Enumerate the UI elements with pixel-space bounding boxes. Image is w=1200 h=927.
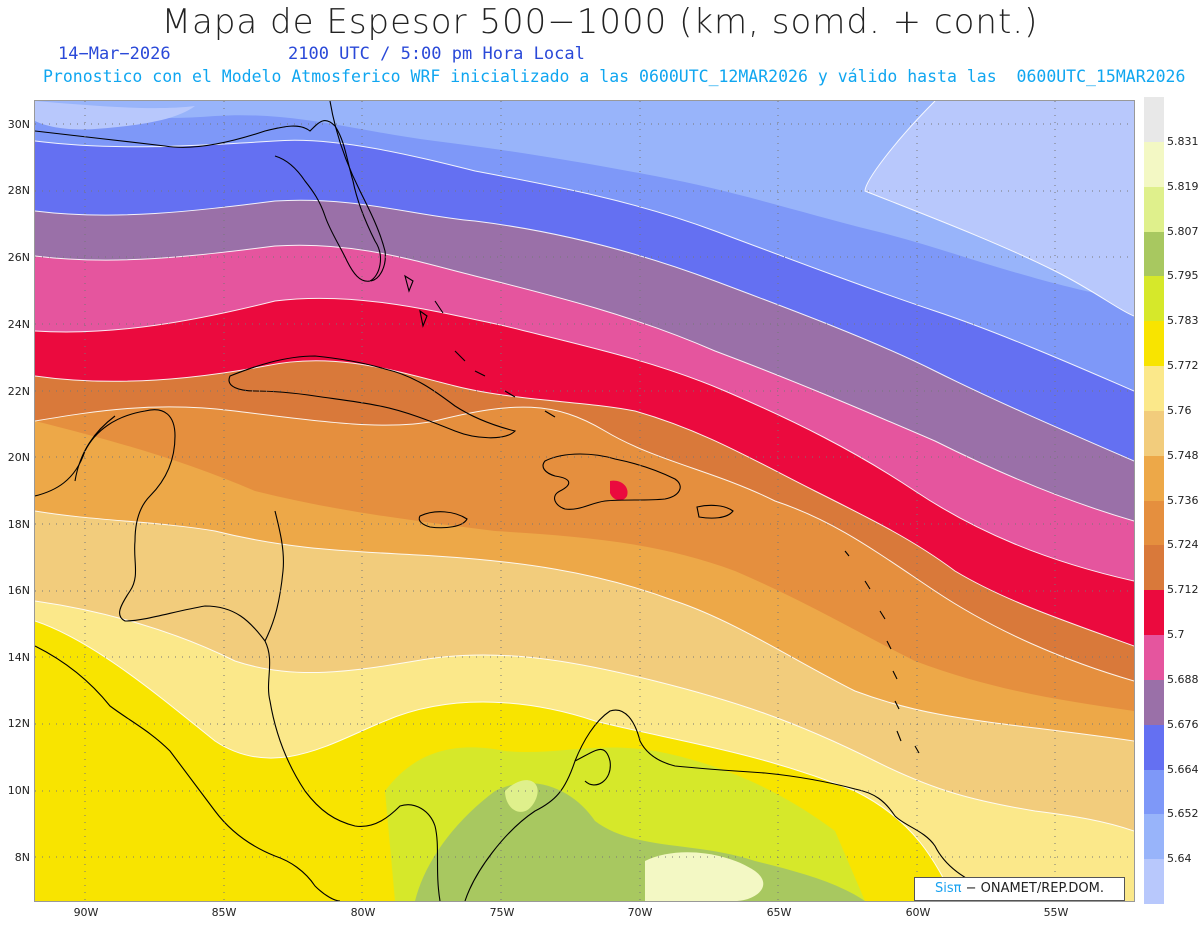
legend-label: 5.795	[1167, 269, 1199, 283]
legend-swatch	[1144, 590, 1164, 636]
lat-label: 18N	[7, 518, 30, 531]
legend-swatch	[1144, 769, 1164, 815]
legend-label: 5.664	[1167, 762, 1199, 776]
legend-label: 5.736	[1167, 493, 1199, 507]
lon-label: 75W	[489, 906, 515, 919]
legend-label: 5.652	[1167, 807, 1199, 821]
band-5.64	[35, 101, 1134, 301]
legend-swatch	[1144, 141, 1164, 188]
credit-box: Sisπ − ONAMET/REP.DOM.	[914, 877, 1125, 901]
band-5.807	[505, 780, 538, 812]
legend-label: 5.724	[1167, 538, 1199, 552]
legend-label: 5.712	[1167, 583, 1199, 597]
map-canvas	[35, 101, 1134, 901]
legend-label: 5.688	[1167, 672, 1199, 686]
map-frame	[34, 100, 1135, 902]
legend-swatch	[1144, 366, 1164, 412]
lat-label: 12N	[7, 717, 30, 730]
band-5.819	[645, 852, 764, 901]
band-5.7-hispaniola	[610, 480, 628, 501]
lon-label: 85W	[211, 906, 237, 919]
lon-label: 65W	[766, 906, 792, 919]
legend-label: 5.819	[1167, 179, 1199, 193]
legend-swatch	[1144, 814, 1164, 860]
lat-label: 26N	[7, 251, 30, 264]
forecast-date: 14−Mar−2026	[58, 44, 171, 64]
contour-lines	[35, 101, 1134, 901]
legend-label: 5.7	[1167, 628, 1185, 641]
legend-swatch	[1144, 455, 1164, 501]
lat-label: 8N	[14, 851, 30, 864]
legend-swatch	[1144, 635, 1164, 681]
legend-swatch	[1144, 276, 1164, 322]
lat-label: 22N	[7, 385, 30, 398]
color-legend	[1144, 97, 1164, 905]
forecast-time: 2100 UTC / 5:00 pm Hora Local	[288, 44, 585, 64]
lat-label: 20N	[7, 451, 30, 464]
legend-swatch	[1144, 724, 1164, 770]
legend-label: 5.64	[1167, 852, 1192, 866]
lat-label: 24N	[7, 318, 30, 331]
legend-label: 5.772	[1167, 359, 1199, 372]
map-title: Mapa de Espesor 500−1000 (km, somd. + co…	[161, 2, 1039, 42]
legend-label: 5.783	[1167, 314, 1199, 328]
legend-swatch	[1144, 186, 1164, 232]
legend-label: 5.748	[1167, 448, 1199, 462]
legend-label: 5.807	[1167, 224, 1199, 238]
lat-label: 28N	[7, 184, 30, 197]
legend-label: 5.76	[1167, 403, 1192, 417]
band-below-5.64	[865, 101, 1134, 316]
lon-label: 55W	[1043, 906, 1069, 919]
legend-label: 5.676	[1167, 717, 1199, 731]
lat-label: 10N	[7, 784, 30, 797]
lat-label: 30N	[7, 118, 30, 131]
legend-swatch	[1144, 231, 1164, 277]
legend-swatch	[1144, 679, 1164, 726]
legend-swatch	[1144, 97, 1164, 143]
lat-label: 16N	[7, 584, 30, 597]
lon-label: 90W	[73, 906, 99, 919]
legend-swatch	[1144, 859, 1164, 905]
lat-label: 14N	[7, 651, 30, 664]
model-info: Pronostico con el Modelo Atmosferico WRF…	[43, 67, 1186, 86]
graticule	[35, 101, 1134, 901]
legend-swatch	[1144, 545, 1164, 591]
legend-swatch	[1144, 500, 1164, 546]
lon-label: 80W	[350, 906, 376, 919]
lon-label: 70W	[627, 906, 653, 919]
band-below-5.64-west	[35, 101, 195, 130]
legend-label: 5.831	[1167, 134, 1199, 148]
lon-label: 60W	[905, 906, 931, 919]
credit-text: − ONAMET/REP.DOM.	[961, 881, 1104, 896]
thickness-map	[35, 101, 1134, 901]
legend-swatch	[1144, 321, 1164, 367]
forecast-date-line: 14−Mar−2026 2100 UTC / 5:00 pm Hora Local	[58, 44, 585, 64]
legend-swatch	[1144, 410, 1164, 457]
coastlines	[35, 101, 1046, 901]
sis-logo: Sisπ	[934, 881, 962, 896]
